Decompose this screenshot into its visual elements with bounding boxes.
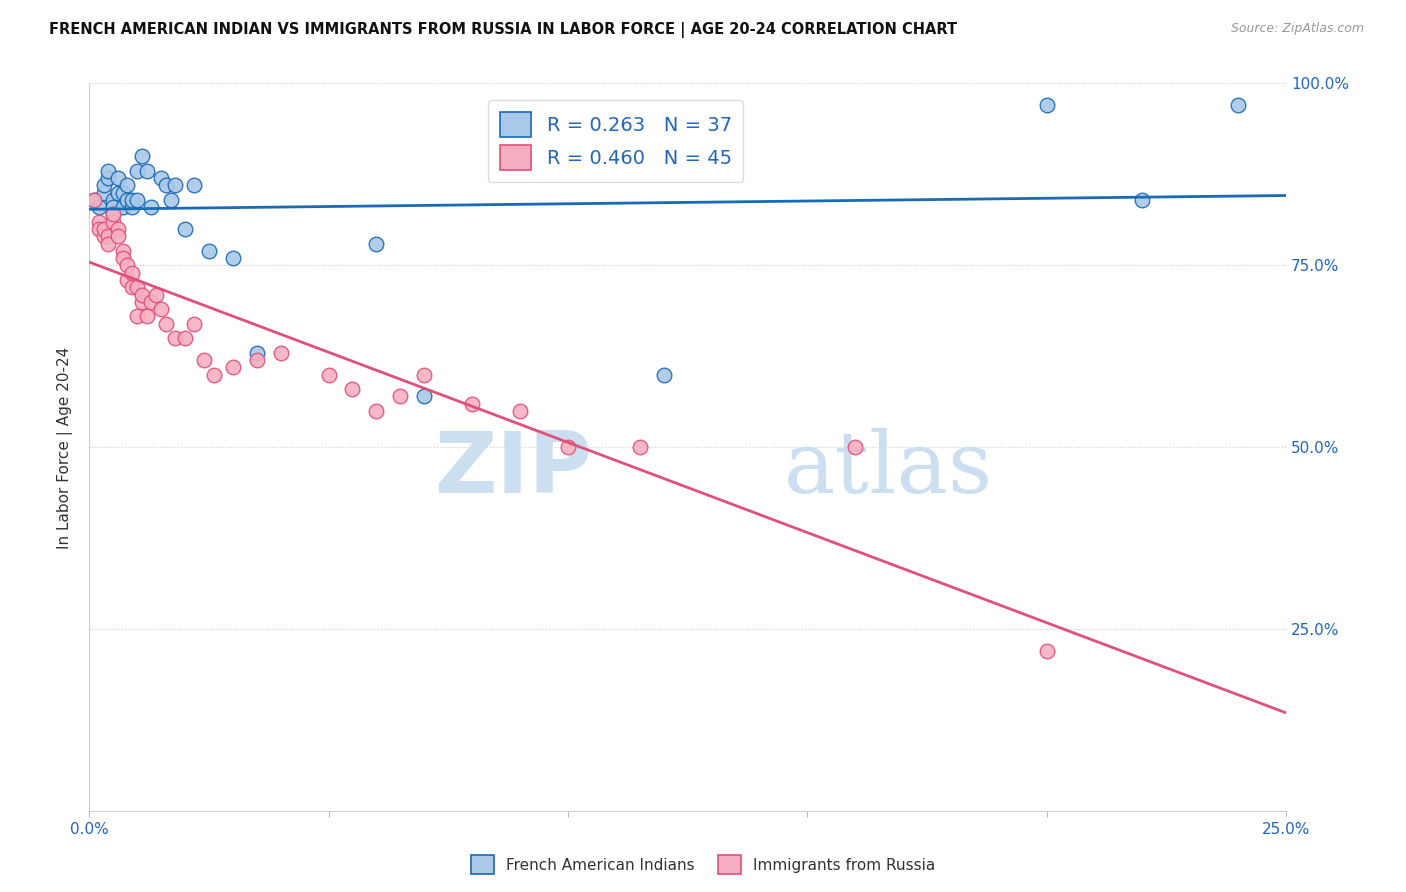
- Point: [652, 368, 675, 382]
- Point: [83, 193, 105, 207]
- Point: [111, 251, 134, 265]
- Point: [149, 171, 172, 186]
- Point: [270, 346, 292, 360]
- Point: [141, 294, 163, 309]
- Point: [121, 266, 143, 280]
- Point: [87, 215, 110, 229]
- Point: [97, 236, 120, 251]
- Point: [318, 368, 340, 382]
- Point: [366, 236, 388, 251]
- Text: ZIP: ZIP: [434, 428, 592, 511]
- Point: [461, 397, 484, 411]
- Point: [1035, 98, 1057, 112]
- Point: [117, 273, 139, 287]
- Point: [165, 331, 187, 345]
- Point: [198, 244, 221, 258]
- Point: [101, 200, 124, 214]
- Point: [101, 207, 124, 221]
- Point: [117, 178, 139, 193]
- Point: [135, 310, 157, 324]
- Point: [1035, 644, 1057, 658]
- Point: [87, 222, 110, 236]
- Point: [101, 193, 124, 207]
- Legend: French American Indians, Immigrants from Russia: French American Indians, Immigrants from…: [465, 849, 941, 880]
- Point: [107, 186, 129, 200]
- Point: [202, 368, 225, 382]
- Point: [97, 171, 120, 186]
- Point: [107, 222, 129, 236]
- Point: [125, 193, 148, 207]
- Point: [155, 317, 177, 331]
- Point: [246, 353, 269, 368]
- Point: [111, 186, 134, 200]
- Point: [413, 389, 436, 403]
- Point: [93, 222, 115, 236]
- Point: [183, 317, 205, 331]
- Point: [149, 302, 172, 317]
- Point: [389, 389, 412, 403]
- Point: [135, 163, 157, 178]
- Point: [174, 222, 197, 236]
- Point: [101, 207, 124, 221]
- Point: [222, 251, 245, 265]
- Point: [193, 353, 215, 368]
- Point: [628, 441, 651, 455]
- Point: [1130, 193, 1153, 207]
- Point: [83, 193, 105, 207]
- Point: [125, 280, 148, 294]
- Point: [183, 178, 205, 193]
- Point: [93, 178, 115, 193]
- Point: [117, 193, 139, 207]
- Point: [131, 149, 153, 163]
- Text: atlas: atlas: [783, 427, 993, 511]
- Point: [111, 200, 134, 214]
- Point: [87, 200, 110, 214]
- Point: [111, 244, 134, 258]
- Point: [131, 294, 153, 309]
- Point: [121, 193, 143, 207]
- Point: [174, 331, 197, 345]
- Point: [141, 200, 163, 214]
- Point: [159, 193, 181, 207]
- Legend: R = 0.263   N = 37, R = 0.460   N = 45: R = 0.263 N = 37, R = 0.460 N = 45: [488, 101, 744, 182]
- Text: FRENCH AMERICAN INDIAN VS IMMIGRANTS FROM RUSSIA IN LABOR FORCE | AGE 20-24 CORR: FRENCH AMERICAN INDIAN VS IMMIGRANTS FRO…: [49, 22, 957, 38]
- Point: [93, 229, 115, 244]
- Point: [121, 280, 143, 294]
- Point: [366, 404, 388, 418]
- Point: [107, 171, 129, 186]
- Point: [246, 346, 269, 360]
- Point: [101, 215, 124, 229]
- Point: [131, 287, 153, 301]
- Text: Source: ZipAtlas.com: Source: ZipAtlas.com: [1230, 22, 1364, 36]
- Point: [222, 360, 245, 375]
- Point: [509, 404, 531, 418]
- Point: [342, 382, 364, 396]
- Point: [557, 441, 579, 455]
- Point: [155, 178, 177, 193]
- Point: [97, 163, 120, 178]
- Point: [125, 163, 148, 178]
- Y-axis label: In Labor Force | Age 20-24: In Labor Force | Age 20-24: [58, 346, 73, 549]
- Point: [125, 310, 148, 324]
- Point: [145, 287, 167, 301]
- Point: [93, 186, 115, 200]
- Point: [413, 368, 436, 382]
- Point: [844, 441, 866, 455]
- Point: [121, 200, 143, 214]
- Point: [117, 259, 139, 273]
- Point: [165, 178, 187, 193]
- Point: [1227, 98, 1250, 112]
- Point: [97, 229, 120, 244]
- Point: [107, 229, 129, 244]
